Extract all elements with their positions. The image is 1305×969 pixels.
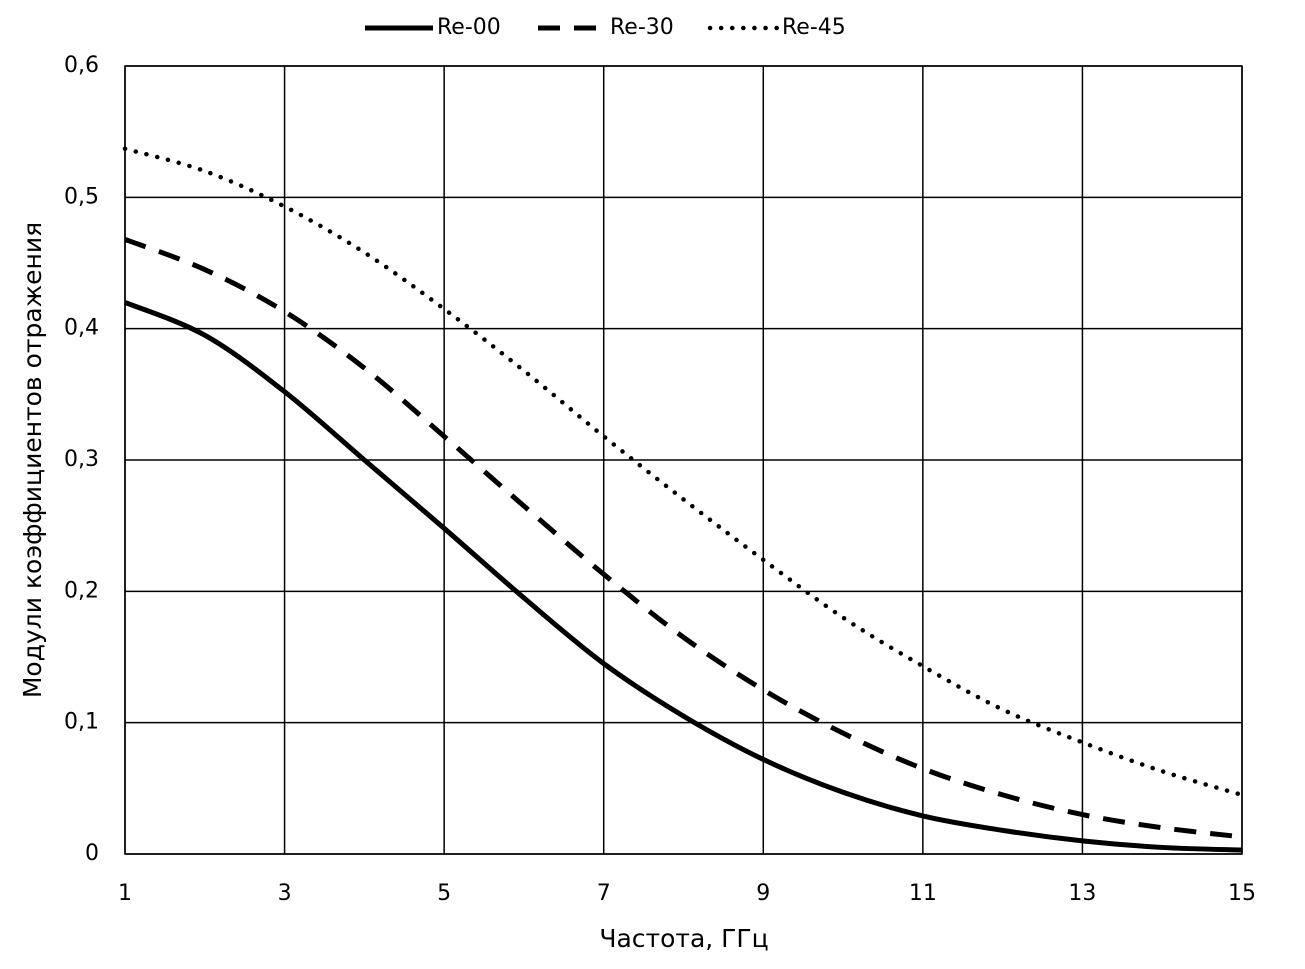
- y-tick-label: 0,4: [64, 316, 99, 341]
- legend-label: Re-00: [437, 15, 501, 40]
- x-tick-label: 15: [1228, 881, 1256, 906]
- x-tick-label: 9: [756, 881, 770, 906]
- y-axis-title: Модули коэффициентов отражения: [18, 222, 47, 698]
- x-axis-title: Частота, ГГц: [599, 924, 768, 953]
- x-tick-label: 13: [1068, 881, 1096, 906]
- legend-label: Re-30: [610, 15, 674, 40]
- x-tick-label: 11: [909, 881, 937, 906]
- y-tick-label: 0: [85, 841, 99, 866]
- series-line: [124, 237, 1243, 840]
- plot-frame: [124, 65, 1243, 855]
- series-line: [124, 300, 1243, 853]
- y-tick-label: 0,6: [64, 53, 99, 78]
- x-tick-label: 5: [437, 881, 451, 906]
- x-tick-label: 7: [597, 881, 611, 906]
- y-tick-label: 0,3: [64, 447, 99, 472]
- legend-label: Re-45: [782, 15, 846, 40]
- y-tick-label: 0,2: [64, 578, 99, 603]
- x-tick-label: 3: [278, 881, 292, 906]
- y-tick-label: 0,1: [64, 710, 99, 735]
- x-tick-label: 1: [118, 881, 132, 906]
- y-tick-label: 0,5: [64, 184, 99, 209]
- series-line: [122, 146, 1245, 798]
